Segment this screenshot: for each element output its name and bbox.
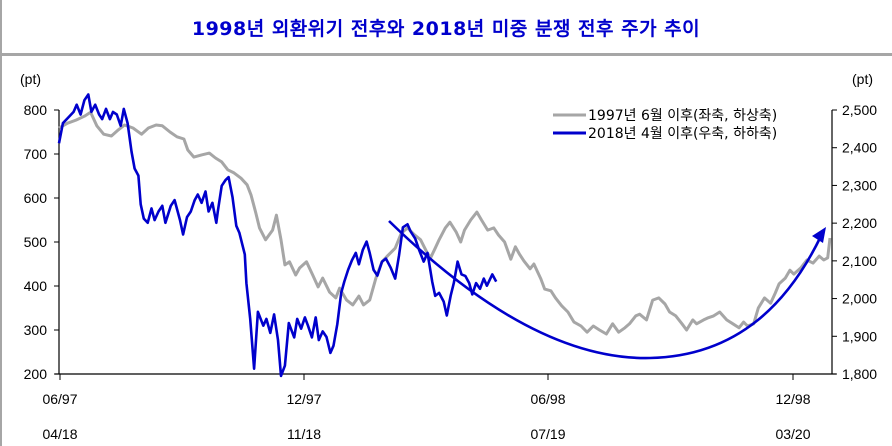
left-tick-label: 600 <box>24 190 48 206</box>
x-tick-label-lower: 07/19 <box>530 426 565 442</box>
legend: 1997년 6월 이후(좌축, 하상축) 2018년 4월 이후(우축, 하하축… <box>553 108 777 142</box>
left-tick-label: 300 <box>24 322 48 338</box>
x-tick-label-upper: 12/98 <box>775 391 810 407</box>
left-tick-label: 800 <box>24 102 48 118</box>
left-tick-label: 200 <box>24 366 48 382</box>
legend-label-2018: 2018년 4월 이후(우축, 하하축) <box>588 126 777 142</box>
right-tick-label: 2,200 <box>842 215 877 231</box>
trend-arrow-annotation <box>388 220 826 360</box>
left-axis-unit: (pt) <box>20 71 41 87</box>
left-tick-label: 500 <box>24 234 48 250</box>
x-tick-label-upper: 06/98 <box>530 391 565 407</box>
x-tick-label-lower: 11/18 <box>287 426 321 442</box>
x-tick-label-lower: 03/20 <box>775 426 810 442</box>
right-tick-label: 2,100 <box>842 253 877 269</box>
right-tick-label: 2,300 <box>842 177 877 193</box>
right-tick-label: 2,400 <box>842 140 877 156</box>
right-tick-label: 1,800 <box>842 366 877 382</box>
left-axis: 800 700 600 500 400 300 200 <box>24 102 60 382</box>
frame-left-border <box>0 0 2 446</box>
right-tick-label: 1,900 <box>842 328 877 344</box>
legend-label-1997: 1997년 6월 이후(좌축, 하상축) <box>588 108 777 124</box>
right-axis-unit: (pt) <box>852 71 873 87</box>
right-axis: 2,500 2,400 2,300 2,200 2,100 2,000 1,900 1,800 <box>831 102 877 382</box>
right-tick-label: 2,000 <box>842 291 877 307</box>
series-1997-line <box>58 110 832 336</box>
left-tick-label: 400 <box>24 278 48 294</box>
x-tick-label-upper: 06/97 <box>42 391 77 407</box>
right-tick-label: 2,500 <box>842 102 877 118</box>
series-2018-line <box>57 93 498 378</box>
chart-title: 1998년 외환위기 전후와 2018년 미중 분쟁 전후 주가 추이 <box>191 18 701 40</box>
title-divider <box>0 53 892 56</box>
x-axis: 06/97 12/97 06/98 12/98 04/18 11/18 07/19 03/20 <box>42 373 836 442</box>
left-tick-label: 700 <box>24 146 48 162</box>
x-tick-label-upper: 12/97 <box>286 391 321 407</box>
x-tick-label-lower: 04/18 <box>42 426 77 442</box>
